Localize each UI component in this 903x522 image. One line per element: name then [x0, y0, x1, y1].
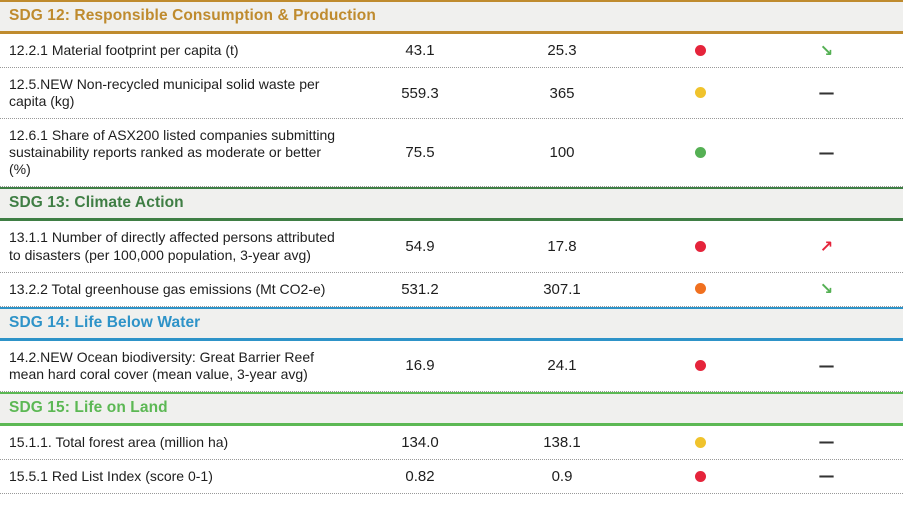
sdg-progress-table: SDG 12: Responsible Consumption & Produc…: [0, 0, 903, 495]
trend-down-icon: ↘: [819, 40, 834, 60]
status-dot-yellow-icon: [694, 436, 706, 448]
indicator-label: 14.2.NEW Ocean biodiversity: Great Barri…: [9, 348, 315, 382]
section-header-sdg12: SDG 12: Responsible Consumption & Produc…: [0, 0, 903, 34]
status-dot-red-icon: [694, 360, 706, 372]
trend-up-icon: ↗: [819, 236, 834, 256]
section-title: SDG 12: Responsible Consumption & Produc…: [9, 7, 376, 24]
indicator-row: 12.2.1 Material footprint per capita (t)…: [0, 34, 903, 69]
indicator-label: 13.1.1 Number of directly affected perso…: [9, 229, 335, 263]
current-value: 134.0: [401, 433, 439, 451]
status-cell: [650, 42, 750, 60]
section-title: SDG 15: Life on Land: [9, 398, 168, 416]
status-cell: [650, 144, 750, 162]
target-value: 100: [549, 144, 575, 162]
section-title: SDG 14: Life Below Water: [9, 313, 201, 331]
trend-flat-icon: —: [818, 355, 835, 375]
target-value: 138.1: [543, 433, 581, 451]
trend-flat-icon: —: [818, 466, 835, 486]
section-title: SDG 13: Climate Action: [9, 194, 184, 212]
indicator-row: 15.5.1 Red List Index (score 0-1) 0.82 0.9…: [0, 459, 903, 495]
current-value: 559.3: [401, 84, 439, 102]
indicator-row: 15.1.1. Total forest area (million ha) 13…: [0, 425, 903, 460]
indicator-label: 15.1.1. Total forest area (million ha): [9, 433, 229, 450]
indicator-label: 12.6.1 Share of ASX200 listed companies …: [9, 127, 336, 178]
section-header-sdg14: SDG 14: Life Below Water: [0, 306, 903, 341]
current-value: 54.9: [405, 238, 435, 256]
indicator-label: 12.5.NEW Non-recycled municipal solid wa…: [9, 76, 320, 110]
current-value: 16.9: [405, 357, 435, 375]
target-value: 0.9: [551, 467, 573, 485]
target-value: 365: [549, 84, 575, 102]
status-dot-yellow-icon: [694, 87, 706, 99]
status-cell: [650, 238, 750, 256]
target-value: 307.1: [543, 280, 581, 298]
indicator-row: 13.2.2 Total greenhouse gas emissions (M…: [0, 272, 903, 307]
current-value: 0.82: [405, 467, 435, 485]
indicator-row: 12.6.1 Share of ASX200 listed companies …: [0, 119, 903, 188]
status-dot-red-icon: [694, 44, 706, 56]
status-cell: [650, 280, 750, 298]
target-value: 24.1: [547, 357, 577, 375]
status-dot-red-icon: [694, 240, 706, 252]
trend-flat-icon: —: [818, 432, 835, 452]
status-dot-green-icon: [694, 147, 706, 159]
indicator-label: 13.2.2 Total greenhouse gas emissions (M…: [9, 280, 326, 297]
trend-flat-icon: —: [818, 83, 835, 103]
current-value: 43.1: [405, 42, 435, 60]
status-dot-orange-icon: [694, 283, 706, 295]
trend-down-icon: ↘: [819, 279, 834, 299]
indicator-label: 12.2.1 Material footprint per capita (t): [9, 42, 239, 58]
indicator-row: 14.2.NEW Ocean biodiversity: Great Barri…: [0, 340, 903, 392]
status-cell: [650, 467, 750, 485]
status-cell: [650, 84, 750, 102]
indicator-row: 13.1.1 Number of directly affected perso…: [0, 221, 903, 273]
section-header-sdg13: SDG 13: Climate Action: [0, 187, 903, 222]
target-value: 17.8: [547, 238, 577, 256]
section-header-sdg15: SDG 15: Life on Land: [0, 391, 903, 426]
current-value: 75.5: [405, 144, 435, 162]
indicator-label: 15.5.1 Red List Index (score 0-1): [9, 467, 213, 484]
trend-flat-icon: —: [818, 142, 835, 162]
status-cell: [650, 357, 750, 375]
indicator-row: 12.5.NEW Non-recycled municipal solid wa…: [0, 68, 903, 120]
target-value: 25.3: [547, 42, 577, 60]
status-dot-red-icon: [694, 470, 706, 482]
status-cell: [650, 433, 750, 451]
current-value: 531.2: [401, 280, 439, 298]
